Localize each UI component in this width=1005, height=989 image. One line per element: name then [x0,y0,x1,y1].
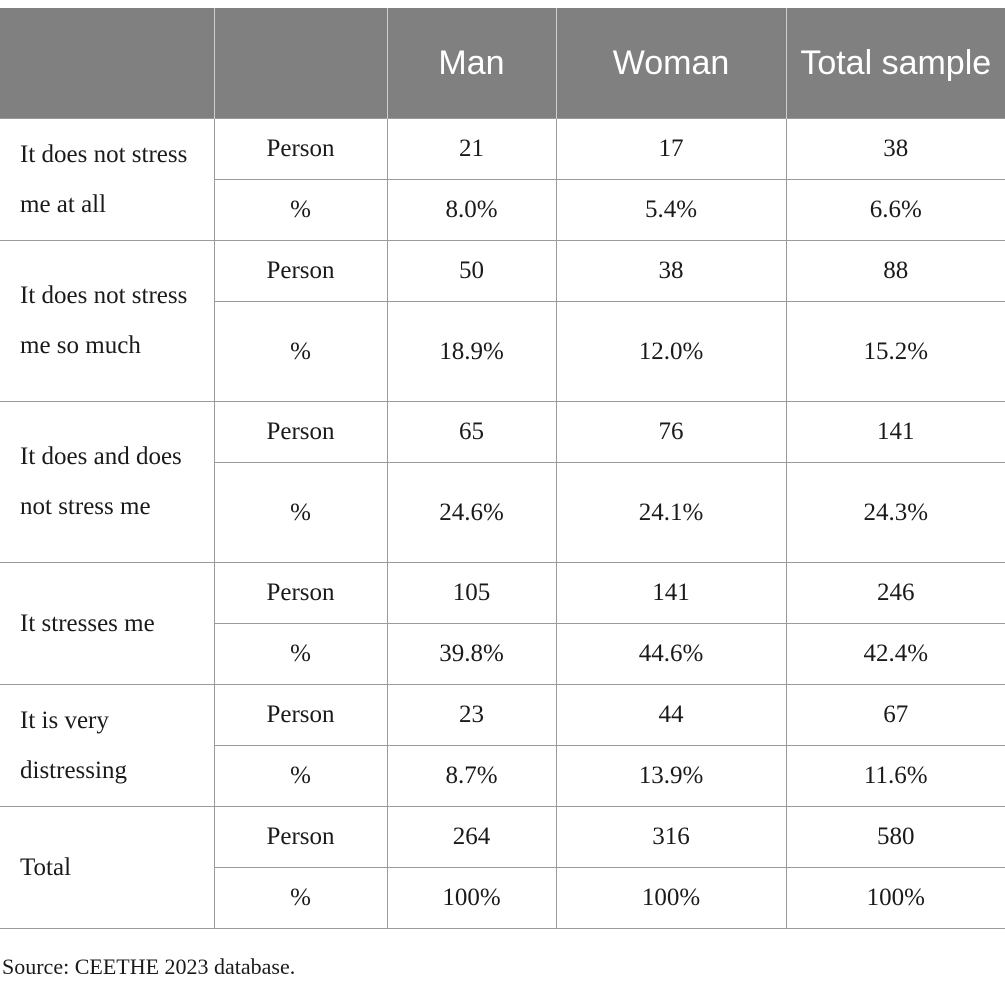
cell-total: 100% [785,867,1005,929]
header-row: Man Woman Total sample [0,8,1005,119]
cell-total: 24.3% [785,462,1005,563]
header-total-sample: Total sample [785,8,1005,119]
cell-total: 88 [785,240,1005,302]
table-row: It does not stress me at all Person 21 1… [0,118,1005,241]
cell-woman: 17 [555,118,787,180]
cell-woman: 76 [555,401,787,463]
measure-label: % [213,623,388,685]
row-category: It does not stress me at all [0,118,215,241]
cell-man: 21 [386,118,557,180]
row-category: It does and does not stress me [0,401,215,563]
measure-label: % [213,462,388,563]
measure-label: % [213,179,388,241]
measure-label: Person [213,806,388,868]
cell-man: 23 [386,684,557,746]
table-row: % 18.9% 12.0% 15.2% [0,301,1005,402]
measure-label: Person [213,118,388,180]
cell-man: 100% [386,867,557,929]
measure-label: Person [213,684,388,746]
cell-woman: 141 [555,562,787,624]
cell-woman: 5.4% [555,179,787,241]
cell-woman: 12.0% [555,301,787,402]
table-row: % 8.0% 5.4% 6.6% [0,179,1005,241]
table-row: % 24.6% 24.1% 24.3% [0,462,1005,563]
cell-man: 39.8% [386,623,557,685]
table-row: % 100% 100% 100% [0,867,1005,929]
table-row: It does not stress me so much Person 50 … [0,240,1005,402]
cell-man: 8.0% [386,179,557,241]
cell-woman: 13.9% [555,745,787,807]
cell-man: 65 [386,401,557,463]
header-woman: Woman [555,8,786,119]
header-man: Man [386,8,556,119]
cell-total: 6.6% [785,179,1005,241]
header-category [0,8,214,119]
cell-man: 8.7% [386,745,557,807]
table-container: Man Woman Total sample It does not stres… [0,8,1005,929]
cell-total: 580 [785,806,1005,868]
cell-woman: 316 [555,806,787,868]
cell-total: 246 [785,562,1005,624]
header-measure [213,8,387,119]
row-category: It does not stress me so much [0,240,215,402]
measure-label: % [213,745,388,807]
cell-woman: 24.1% [555,462,787,563]
cell-woman: 38 [555,240,787,302]
measure-label: % [213,867,388,929]
row-category: Total [0,806,215,929]
row-category: It stresses me [0,562,215,685]
cell-man: 50 [386,240,557,302]
cell-total: 67 [785,684,1005,746]
cell-man: 24.6% [386,462,557,563]
source-note: Source: CEETHE 2023 database. [2,954,296,979]
stress-by-gender-table: Man Woman Total sample It does not stres… [0,8,1005,929]
cell-woman: 44.6% [555,623,787,685]
measure-label: Person [213,240,388,302]
table-row: It is very distressing Person 23 44 67 [0,684,1005,807]
table-row: Total Person 264 316 580 [0,806,1005,929]
cell-man: 105 [386,562,557,624]
cell-total: 141 [785,401,1005,463]
cell-total: 42.4% [785,623,1005,685]
cell-total: 11.6% [785,745,1005,807]
table-row: % 39.8% 44.6% 42.4% [0,623,1005,685]
cell-man: 264 [386,806,557,868]
measure-label: % [213,301,388,402]
table-row: % 8.7% 13.9% 11.6% [0,745,1005,807]
row-category: It is very distressing [0,684,215,807]
cell-man: 18.9% [386,301,557,402]
cell-woman: 44 [555,684,787,746]
cell-woman: 100% [555,867,787,929]
measure-label: Person [213,401,388,463]
cell-total: 38 [785,118,1005,180]
measure-label: Person [213,562,388,624]
cell-total: 15.2% [785,301,1005,402]
table-row: It does and does not stress me Person 65… [0,401,1005,563]
table-row: It stresses me Person 105 141 246 [0,562,1005,685]
